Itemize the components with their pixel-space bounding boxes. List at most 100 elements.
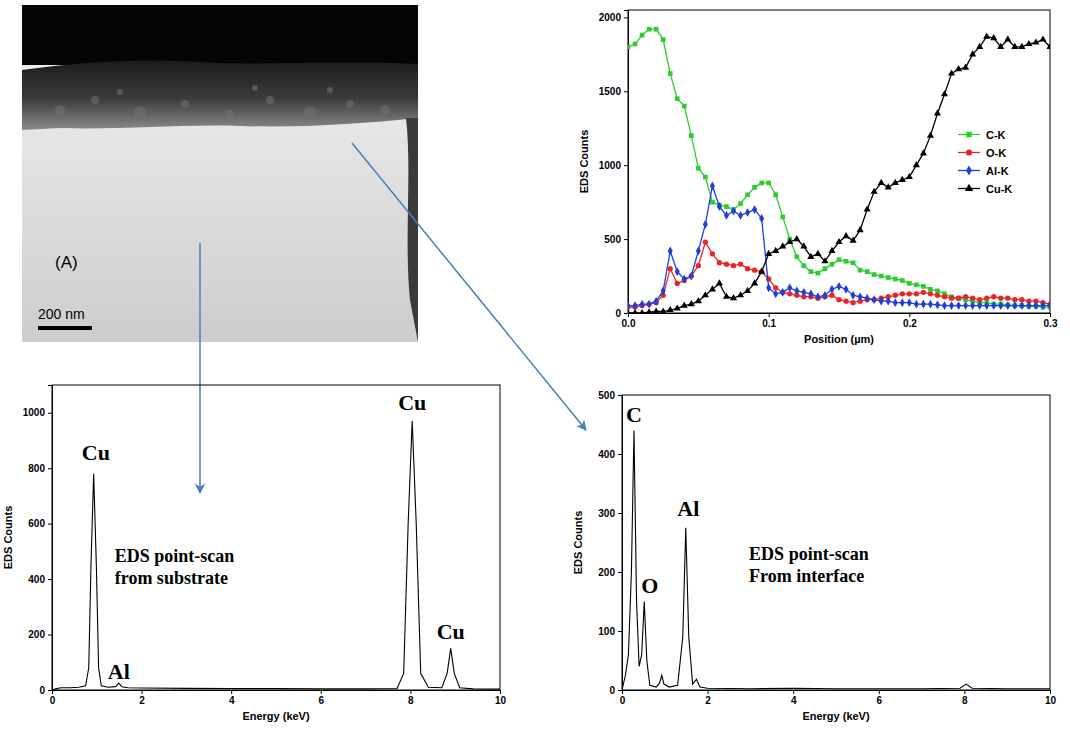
marker [970, 296, 975, 301]
x-axis-line [53, 691, 501, 695]
marker [751, 279, 758, 285]
marker [893, 293, 898, 298]
y-tick: 200 [598, 567, 622, 578]
marker [942, 301, 947, 310]
marker [871, 188, 878, 194]
marker [907, 291, 912, 296]
x-tick-mark [909, 313, 910, 317]
y-tick-mark [618, 690, 622, 691]
marker [858, 292, 863, 301]
marker [984, 296, 989, 301]
marker [991, 301, 996, 310]
marker [716, 279, 723, 285]
marker [1046, 43, 1050, 49]
y-tick: 1500 [599, 86, 628, 97]
marker [851, 260, 856, 265]
marker [823, 266, 828, 271]
marker [886, 297, 891, 306]
marker [800, 242, 807, 248]
marker [857, 226, 864, 232]
marker [879, 274, 884, 279]
marker [640, 300, 645, 309]
y-tick-label: 600 [28, 518, 45, 529]
marker [730, 294, 737, 300]
chart: 02468100100200300400500Energy (keV)EDS C… [572, 390, 1056, 722]
marker [928, 287, 933, 292]
marker [836, 282, 841, 291]
marker [865, 294, 870, 303]
chart: 024681002004006008001000Energy (keV)EDS … [2, 385, 506, 722]
marker [709, 285, 716, 291]
marker [682, 275, 687, 284]
plot-frame [622, 395, 1050, 690]
texture [134, 106, 146, 118]
marker [921, 300, 926, 309]
note: EDS point-scanFrom interface [749, 544, 869, 586]
y-tick: 400 [28, 574, 52, 585]
marker [723, 293, 730, 299]
peak-label: Cu [82, 440, 110, 465]
marker [660, 307, 667, 313]
marker [1040, 301, 1045, 310]
marker [1005, 296, 1010, 301]
x-tick-label: 0 [620, 695, 626, 706]
marker [956, 296, 961, 301]
x-tick-mark [879, 690, 880, 694]
y-tick-label: 500 [598, 390, 615, 401]
x-tick-label: 0.3 [1044, 318, 1058, 329]
series-line [628, 186, 1050, 306]
marker [914, 291, 919, 296]
y-tick: 200 [28, 629, 52, 640]
peak-label: Cu [398, 390, 426, 415]
texture [304, 106, 316, 118]
marker [837, 257, 842, 262]
marker [752, 205, 757, 214]
y-tick-mark [624, 91, 628, 92]
y-tick-mark [48, 690, 52, 691]
marker [745, 192, 750, 197]
marker [780, 215, 785, 220]
texture [252, 85, 258, 91]
texture [117, 89, 123, 95]
marker [906, 173, 913, 179]
y-tick-mark [624, 165, 628, 166]
texture [346, 100, 354, 108]
y-tick: 500 [598, 390, 622, 401]
texture [55, 105, 65, 115]
x-tick: 10 [1045, 690, 1057, 706]
series-line [628, 242, 1050, 307]
marker [1019, 301, 1024, 310]
marker [814, 250, 821, 256]
legend-label: Al-K [986, 165, 1009, 177]
marker [759, 214, 764, 223]
marker [941, 90, 948, 96]
marker [983, 32, 990, 38]
marker [948, 69, 955, 75]
marker [885, 183, 892, 189]
y-tick-label: 100 [598, 626, 615, 637]
y-axis-title: EDS Counts [578, 130, 590, 194]
x-tick: 0.3 [1044, 313, 1058, 329]
y-tick: 400 [598, 449, 622, 460]
y-tick-mark [48, 468, 52, 469]
marker [822, 291, 827, 300]
x-axis: 0246810 [50, 690, 507, 706]
marker [807, 253, 814, 259]
legend: C-KO-KAl-KCu-K [958, 129, 1012, 195]
texture [91, 96, 99, 104]
marker [674, 304, 681, 310]
marker [724, 262, 729, 267]
y-tick: 600 [28, 518, 52, 529]
x-tick: 0.2 [903, 313, 917, 329]
marker [843, 299, 848, 304]
marker [654, 297, 659, 306]
marker [928, 291, 933, 296]
x-tick-mark [231, 690, 232, 694]
marker [689, 133, 694, 138]
texture [327, 87, 333, 93]
marker [639, 309, 646, 313]
marker [850, 300, 855, 305]
marker [858, 268, 863, 273]
marker [927, 132, 934, 138]
marker [872, 272, 877, 277]
